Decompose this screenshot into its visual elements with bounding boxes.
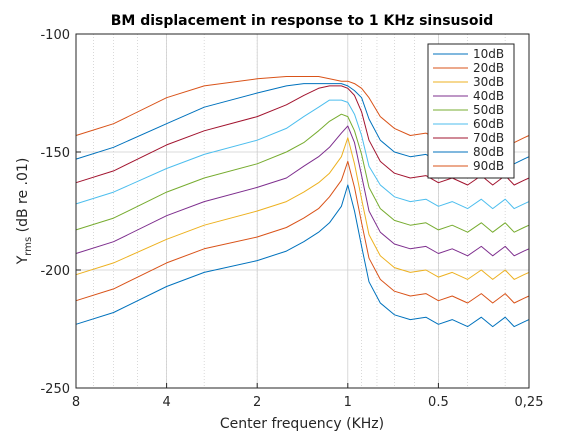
series-line-10dB: [75, 184, 530, 328]
x-tick-label: 0.5: [428, 395, 449, 410]
y-axis-title-main: Y: [15, 255, 31, 265]
y-axis-title: Yrms (dB re .01): [15, 158, 34, 266]
legend-label-70dB: 70dB: [473, 131, 504, 145]
plot-frame: [75, 33, 530, 389]
legend-label-20dB: 20dB: [473, 61, 504, 75]
ticks: 8 4 2 1 0.5 0,25 -100 -150 -200 -250: [40, 28, 543, 410]
series-line-40dB: [75, 125, 530, 257]
legend-label-10dB: 10dB: [473, 47, 504, 61]
series-line-70dB: [75, 85, 530, 186]
y-tick-label: -100: [40, 28, 70, 43]
y-tick-label: -250: [40, 382, 70, 397]
x-axis-title: Center frequency (KHz): [220, 416, 384, 432]
legend-label-80dB: 80dB: [473, 145, 504, 159]
series-line-50dB: [75, 113, 530, 233]
legend-label-90dB: 90dB: [473, 159, 504, 173]
legend-label-40dB: 40dB: [473, 89, 504, 103]
y-tick-label: -200: [40, 264, 70, 279]
legend-box: [427, 43, 515, 179]
y-axis-title-sub: rms: [23, 237, 34, 256]
series-line-20dB: [75, 160, 530, 304]
chart-title: BM displacement in response to 1 KHz sin…: [111, 13, 494, 29]
x-tick-label: 8: [72, 395, 80, 410]
y-axis-title-rest: (dB re .01): [15, 158, 31, 237]
x-tick-label: 1: [344, 395, 352, 410]
legend-label-60dB: 60dB: [473, 117, 504, 131]
y-tick-label: -150: [40, 146, 70, 161]
legend-label-50dB: 50dB: [473, 103, 504, 117]
x-tick-label: 0,25: [515, 395, 544, 410]
series-line-60dB: [75, 99, 530, 210]
x-tick-label: 4: [162, 395, 170, 410]
legend-label-30dB: 30dB: [473, 75, 504, 89]
series-line-30dB: [75, 137, 530, 280]
x-tick-label: 2: [253, 395, 261, 410]
